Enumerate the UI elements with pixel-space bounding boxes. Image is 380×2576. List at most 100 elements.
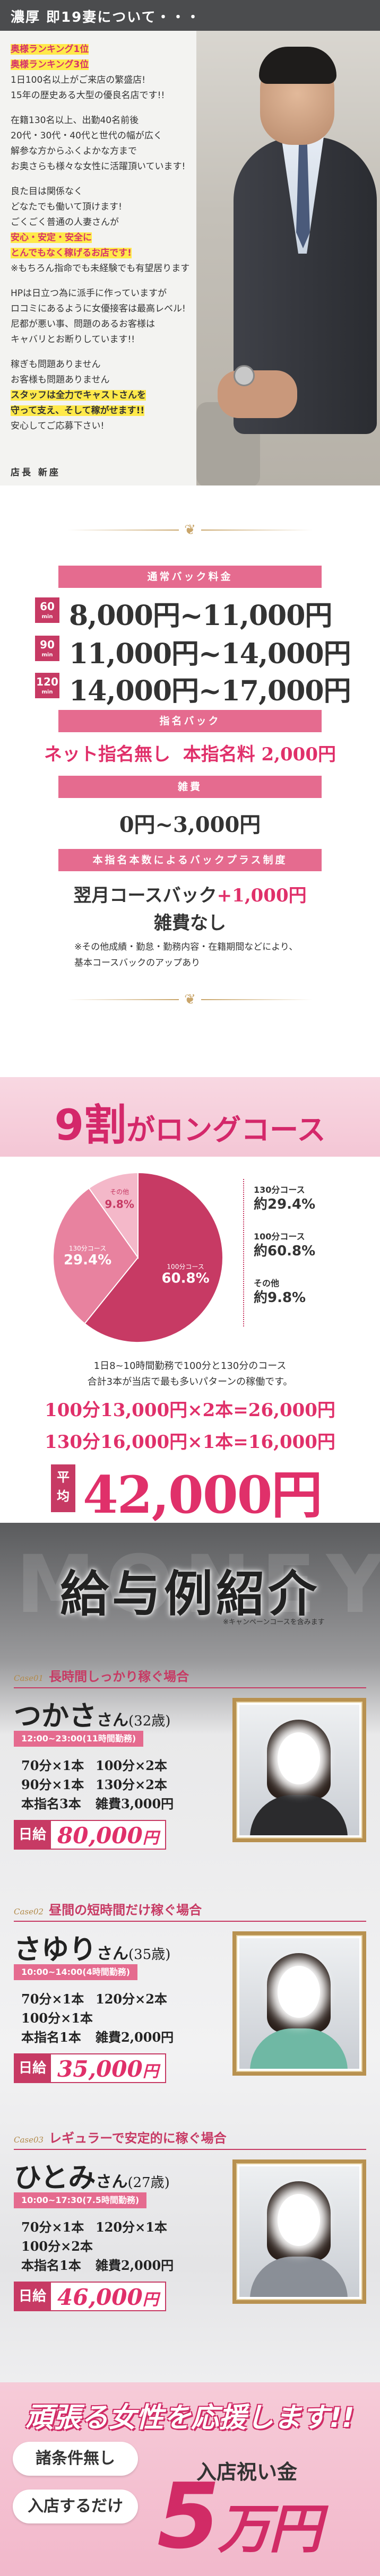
nomination-line: ネット指名無し 本指名料 2,000円 [44,744,336,765]
misc-value: 0円~3,000円 [119,812,261,837]
course-row: 70分×1本 100分×2本 [21,1758,167,1773]
cast-photo-frame [232,1698,366,1842]
cast-photo-frame [232,2159,366,2304]
intro-line: ごくごく普通の人妻さんが [11,217,119,228]
course-row: 70分×1本 120分×2本 [21,1991,167,2007]
plus-line-2: 雑費なし [154,913,226,934]
work-hours: 10:00~14:00(4時間勤務) [14,1964,138,1980]
case-heading: Case02 昼間の短時間だけ稼ぐ場合 [14,1902,202,1918]
course-row: 100分×1本 [21,2010,93,2026]
intro-line: どなたでも働いて頂けます! [11,202,122,212]
person-name: つかささん(32歳) [14,1700,171,1732]
misc-header: 雑費 [58,776,322,798]
calc-line-1: 100分13,000円×2本=26,000円 [45,1400,335,1421]
intro-line: 奥様ランキング3位 [11,59,89,70]
case-heading: Case01 長時間しっかり稼ぐ場合 [14,1669,189,1684]
intro-line: 安心してご応募下さい! [11,421,105,431]
course-row: 70分×1本 120分×1本 [21,2219,167,2235]
intro-line: キャバリとお断りしています!! [11,334,135,345]
plus-system-header: 本指名本数によるバックプラス制度 [58,849,322,871]
tie-shape [296,142,310,248]
intro-line: ロコミにあるように女優接客は最高レベル! [11,303,186,314]
blurred-face [278,1966,320,2018]
person-name: さゆりさん(35歳) [14,1933,171,1966]
pie-slice-label: その他 [110,1188,129,1195]
intro-line: 守って支え、そして稼がせます!! [11,405,145,416]
flourish-icon: ❦ [184,522,196,538]
case-divider [14,2149,366,2150]
bonus-amount: 5万円 [157,2464,322,2569]
intro-header: 濃厚 即19妻について・・・ [0,0,380,31]
money-background-text: MONEY [16,1539,380,1631]
case-divider [14,1687,366,1688]
pie-slice-label: 100分コース [167,1263,204,1271]
blurred-face [278,1732,320,1784]
plus-line-1: 翌月コースバック+1,000円 [73,885,307,906]
intro-section: 濃厚 即19妻について・・・ 奥様ランキング1位 奥様ランキング3位 1日100名以… [0,0,380,485]
course-tag-90: 90 min [35,636,59,661]
manager-photo [196,31,380,485]
bonus-banner: 頑張る女性を応援します!! 諸条件無し 入店するだけ 入店祝い金 5万円 [0,2382,380,2576]
join-only-pill: 入店するだけ [13,2490,138,2523]
campaign-note: ※キャンペーンコースを含みます [223,1618,325,1626]
intro-line: 在籍130名以上、出勤40名前後 [11,115,139,126]
intro-line: お奥さらも様々な女性に活躍頂いています! [11,161,186,172]
intro-line: お客様も問題ありません [11,375,110,385]
nomination-header: 指名バック [58,710,322,732]
person-name: ひとみさん(27歳) [14,2162,170,2194]
course-row: 本指名1本 雑費2,000円 [21,2029,174,2045]
intro-line: とんでもなく稼げるお店です! [11,248,132,258]
intro-line: 解参な方からふくよかな方まで [11,146,137,157]
pie-slice-value: 29.4% [64,1252,111,1268]
legend-100: 100分コース 約60.8% [254,1231,316,1259]
intro-line: 奥様ランキング1位 [11,44,89,55]
daily-pay: 日給 46,000円 [14,2282,166,2311]
course-tag-120: 120 min [35,673,59,698]
salary-title: 給与例紹介 [59,1566,320,1623]
course-row: 本指名1本 雑費2,000円 [21,2258,174,2273]
calc-line-2: 130分16,000円×1本=16,000円 [45,1432,335,1453]
legend-130: 130分コース 約29.4% [254,1185,316,1212]
plus-note: ※その他成績・勤怠・勤務内容・在籍期間などにより、 基本コースバックのアップあり [74,942,298,968]
case-divider [14,1921,366,1922]
chart-legend [243,1179,359,1326]
pie-slice-value: 60.8% [161,1271,209,1287]
intro-line: 1日100名以上がご来店の繁盛店! [11,75,146,85]
intro-line: 良た目は関係なく [11,186,83,197]
course-row: 100分×2本 [21,2239,93,2254]
bonus-label: 入店祝い金 [196,2460,298,2484]
price-120: 14,000円~17,000円 [69,675,351,707]
long-course-note: 1日8~10時間勤務で100分と130分のコース 合計3本が当店で最も多いパターン… [87,1360,293,1387]
course-row: 本指名3本 雑費3,000円 [21,1796,174,1811]
intro-line: 15年の歴史ある大型の優良名店です!! [11,90,165,101]
intro-line: スタッフは全力でキャストさんを [11,390,146,401]
pie-slice-1 [84,1172,223,1343]
pie-slice-label: 130分コース [69,1245,106,1252]
ornament-divider-bottom: ❦ [0,992,380,1007]
course-row: 90分×1本 130分×2本 [21,1777,167,1792]
long-course-banner: 9割がロングコース [0,1077,380,1157]
intro-line: ※もちろん指命でも未経験でも有望居ります [11,263,190,274]
cast-photo-frame [232,1931,366,2076]
normal-back-header: 通常バック料金 [58,566,322,588]
case-heading: Case03 レギュラーで安定的に稼ぐ場合 [14,2130,227,2146]
bonus-title: 頑張る女性を応援します!! [25,2402,355,2434]
intro-line: 尼都が悪い事、問題のあるお客様は [11,319,155,329]
manager-signature: 店長 新座 [11,467,61,478]
pie-slice-2 [53,1187,139,1324]
pie-slice-3 [88,1172,139,1260]
daily-pay: 日給 35,000円 [14,2053,166,2083]
watch-icon [234,365,255,386]
long-course-title: 9割がロングコース [54,1100,326,1150]
price-60: 8,000円~11,000円 [69,600,332,632]
pie-slice-value: 9.8% [105,1198,134,1210]
intro-line: HPは日立つ為に派手に作っていますが [11,288,167,299]
daily-pay: 日給 80,000円 [14,1820,166,1850]
ornament-divider-top: ❦ [0,523,380,537]
work-hours: 12:00~23:00(11時間勤務) [14,1731,144,1747]
condition-none-pill: 諸条件無し [13,2442,138,2476]
price-90: 11,000円~14,000円 [69,638,351,670]
intro-line: 稼ぎも問題ありません [11,359,101,370]
legend-other: その他 約9.8% [254,1278,306,1306]
